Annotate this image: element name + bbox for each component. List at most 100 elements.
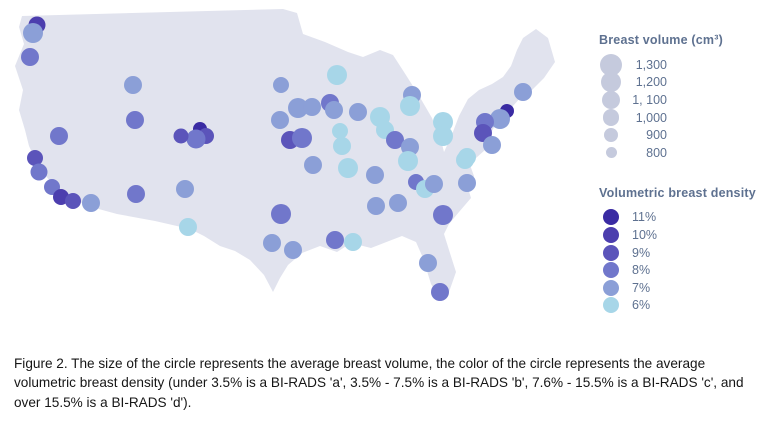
data-bubble	[65, 193, 81, 209]
volume-dot-cell	[599, 72, 623, 93]
volume-dot-cell	[599, 147, 623, 159]
data-bubble	[284, 241, 302, 259]
volume-dot-cell	[599, 90, 623, 110]
data-bubble	[367, 197, 385, 215]
data-bubble	[263, 234, 281, 252]
data-bubble	[127, 185, 145, 203]
data-bubble	[490, 109, 510, 129]
data-bubble	[349, 103, 367, 121]
density-legend-item: 8%	[599, 261, 767, 279]
density-color-dot	[603, 279, 619, 296]
density-legend-label: 6%	[632, 298, 651, 313]
data-bubble	[338, 158, 358, 178]
volume-size-dot	[605, 147, 617, 159]
data-bubble	[400, 96, 420, 116]
data-bubble	[173, 128, 189, 144]
density-color-dot	[603, 297, 619, 314]
data-bubble	[304, 156, 322, 174]
density-legend-item: 9%	[599, 244, 767, 262]
volume-legend-item: 800	[599, 144, 767, 162]
data-bubble	[126, 111, 144, 129]
volume-legend-label: 800	[646, 145, 667, 160]
volume-legend-item: 900	[599, 126, 767, 144]
data-bubble	[325, 101, 343, 119]
volume-legend-label: 1,000	[635, 110, 667, 125]
density-color-dot	[603, 262, 619, 279]
density-legend-label: 9%	[632, 245, 651, 260]
data-bubble	[514, 83, 532, 101]
data-bubble	[366, 166, 384, 184]
density-legend-label: 11%	[632, 210, 657, 225]
volume-size-dot	[602, 109, 620, 126]
density-legend-title: Volumetric breast density	[599, 185, 756, 200]
volume-legend-label: 1,200	[635, 75, 667, 90]
us-land-silhouette	[15, 9, 555, 301]
density-dot-cell	[599, 262, 623, 279]
density-dot-cell	[599, 209, 623, 226]
data-bubble	[50, 127, 68, 145]
data-bubble	[344, 233, 362, 251]
data-bubble	[176, 180, 194, 198]
volume-dot-cell	[599, 128, 623, 143]
legend-panel: Breast volume (cm³) 1,300 1,200 1, 100 1,00…	[599, 33, 767, 314]
data-bubble	[419, 254, 437, 272]
data-bubble	[271, 111, 289, 129]
volume-legend-item: 1,300	[599, 53, 767, 76]
data-bubble	[21, 48, 39, 66]
data-bubble	[30, 163, 48, 181]
density-legend-item: 6%	[599, 297, 767, 315]
us-map	[15, 9, 555, 301]
volume-legend-label: 900	[646, 128, 667, 143]
figure-caption: Figure 2. The size of the circle represe…	[14, 356, 744, 410]
data-bubble	[332, 123, 348, 139]
data-bubble	[333, 137, 351, 155]
data-bubble	[433, 112, 453, 132]
density-legend-item: 7%	[599, 279, 767, 297]
density-legend-item: 10%	[599, 226, 767, 244]
volume-legend-rows: 1,300 1,200 1, 100 1,000 900 800	[599, 53, 767, 162]
volume-size-dot	[604, 128, 618, 143]
data-bubble	[425, 175, 443, 193]
volume-size-dot	[600, 53, 622, 76]
volume-size-dot	[601, 72, 621, 93]
data-bubbles	[21, 16, 532, 301]
volume-legend-item: 1, 100	[599, 90, 767, 110]
data-bubble	[327, 65, 347, 85]
density-legend-item: 11%	[599, 209, 767, 227]
density-legend-rows: 11% 10% 9% 8% 7% 6%	[599, 209, 767, 315]
density-legend-label: 10%	[632, 227, 658, 242]
density-dot-cell	[599, 297, 623, 314]
data-bubble	[433, 126, 453, 146]
data-bubble	[433, 205, 453, 225]
density-dot-cell	[599, 279, 623, 296]
data-bubble	[82, 194, 100, 212]
data-bubble	[458, 148, 476, 166]
data-bubble	[23, 23, 43, 43]
data-bubble	[288, 98, 308, 118]
density-legend-label: 7%	[632, 280, 651, 295]
density-dot-cell	[599, 226, 623, 243]
data-bubble	[386, 131, 404, 149]
data-bubble	[273, 77, 289, 93]
volume-legend-title: Breast volume (cm³)	[599, 33, 723, 47]
density-color-dot	[603, 244, 619, 261]
volume-legend: Breast volume (cm³) 1,300 1,200 1, 100 1,00…	[599, 33, 767, 162]
data-bubble	[326, 231, 344, 249]
density-color-dot	[603, 209, 619, 226]
data-bubble	[431, 283, 449, 301]
data-bubble	[483, 136, 501, 154]
density-dot-cell	[599, 244, 623, 261]
data-bubble	[179, 218, 197, 236]
volume-legend-item: 1,000	[599, 109, 767, 127]
data-bubble	[124, 76, 142, 94]
volume-legend-item: 1,200	[599, 72, 767, 93]
data-bubble	[271, 204, 291, 224]
data-bubble	[398, 151, 418, 171]
data-bubble	[186, 129, 206, 149]
volume-size-dot	[601, 90, 621, 110]
data-bubble	[27, 150, 43, 166]
density-color-dot	[603, 226, 619, 243]
data-bubble	[292, 128, 312, 148]
density-legend-label: 8%	[632, 263, 651, 278]
